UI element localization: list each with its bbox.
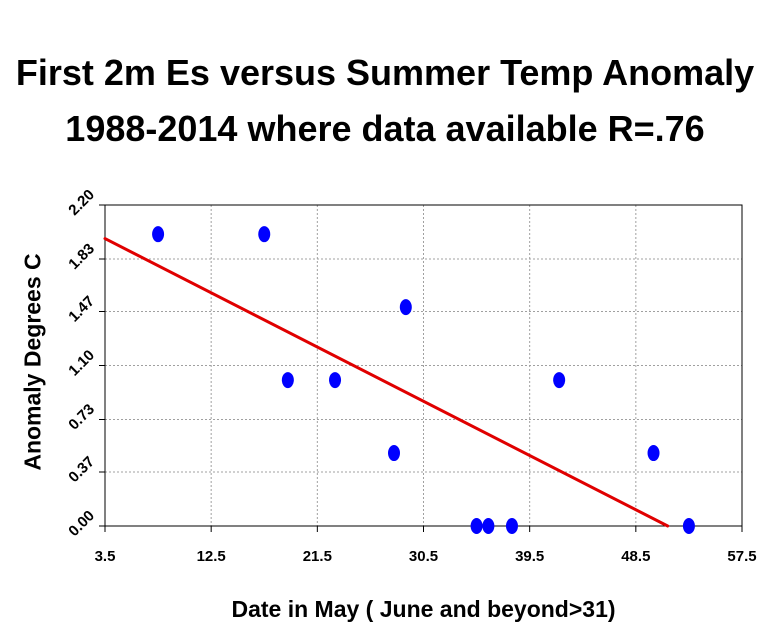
y-tick-labels: 0.00 0.37 0.73 1.10 1.47 1.83 2.20 — [65, 186, 98, 540]
data-point — [682, 518, 695, 534]
x-tick-label: 30.5 — [409, 548, 438, 565]
y-tick-label: 0.37 — [65, 453, 98, 486]
data-point — [258, 226, 271, 243]
y-tick-label: 0.73 — [65, 401, 98, 434]
x-tick-label: 57.5 — [727, 548, 756, 565]
data-point — [399, 299, 412, 316]
x-tick-label: 39.5 — [515, 548, 544, 565]
y-tick-label: 1.10 — [65, 347, 98, 380]
x-tick-label: 21.5 — [303, 548, 332, 565]
data-point — [281, 372, 294, 389]
x-tick-labels: 3.5 12.5 21.5 30.5 39.5 48.5 57.5 — [95, 548, 757, 565]
y-axis-label: Anomaly Degrees C — [19, 253, 46, 471]
chart-title-line-1: First 2m Es versus Summer Temp Anomaly — [15, 52, 755, 93]
trend-line — [103, 237, 670, 528]
data-point — [647, 445, 660, 462]
data-point — [553, 372, 566, 389]
data-point — [329, 372, 342, 389]
chart-title-line-2: 1988-2014 where data available R=.76 — [65, 108, 705, 149]
data-point — [482, 518, 495, 534]
x-tick-label: 12.5 — [197, 548, 226, 565]
grid — [105, 205, 742, 526]
y-tick-label: 1.47 — [65, 293, 98, 326]
x-tick-label: 48.5 — [621, 548, 650, 565]
trend-layer — [103, 237, 670, 528]
y-tick-label: 0.00 — [65, 507, 98, 540]
y-tick-label: 1.83 — [65, 240, 98, 273]
data-point — [470, 518, 483, 534]
data-point — [152, 226, 165, 243]
points-layer — [152, 226, 695, 534]
data-point — [505, 518, 518, 534]
x-tick-label: 3.5 — [95, 548, 116, 565]
axis-ticks — [99, 204, 743, 532]
data-point — [388, 445, 401, 462]
y-tick-label: 2.20 — [65, 186, 98, 219]
x-axis-label: Date in May ( June and beyond>31) — [231, 596, 616, 622]
